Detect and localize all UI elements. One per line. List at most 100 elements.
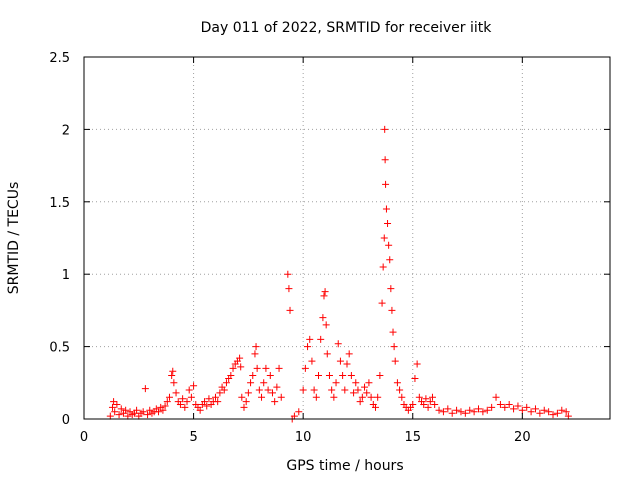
data-point	[253, 364, 261, 372]
data-point	[113, 401, 121, 409]
data-point	[439, 408, 447, 416]
data-point	[371, 403, 379, 411]
data-point	[306, 335, 314, 343]
data-point	[496, 401, 504, 409]
data-point	[179, 395, 187, 403]
data-point	[332, 379, 340, 387]
data-point	[330, 393, 338, 401]
data-point	[505, 401, 513, 409]
y-tick-label: 2.5	[49, 51, 70, 66]
data-point	[319, 314, 327, 322]
data-point	[345, 350, 353, 358]
data-point	[285, 285, 293, 293]
data-point	[424, 403, 432, 411]
data-point	[385, 241, 393, 249]
data-point	[545, 408, 553, 416]
data-point	[236, 354, 244, 362]
data-point	[562, 408, 570, 416]
data-point	[549, 411, 557, 419]
data-point	[190, 382, 198, 390]
data-point	[286, 306, 294, 314]
data-point	[255, 386, 263, 394]
data-point	[216, 389, 224, 397]
data-point	[172, 389, 180, 397]
data-point	[144, 411, 152, 419]
data-point	[238, 393, 246, 401]
grid-lines	[84, 57, 610, 419]
data-point	[222, 379, 230, 387]
data-point	[310, 386, 318, 394]
x-tick-label: 20	[514, 430, 531, 445]
data-point	[466, 406, 474, 414]
data-point	[415, 393, 423, 401]
data-point	[159, 406, 167, 414]
data-point	[325, 372, 333, 380]
y-axis-label: SRMTID / TECUs	[6, 182, 22, 295]
data-point	[273, 383, 281, 391]
data-point	[295, 408, 303, 416]
data-point	[196, 406, 204, 414]
data-point	[523, 403, 531, 411]
data-point	[304, 343, 312, 351]
data-point	[381, 125, 389, 133]
data-point	[168, 372, 176, 380]
x-tick-label: 0	[80, 430, 88, 445]
data-point	[170, 379, 178, 387]
y-tick-label: 0.5	[49, 341, 70, 356]
data-point	[339, 372, 347, 380]
data-point	[365, 379, 373, 387]
plot-frame	[83, 56, 611, 420]
data-point	[396, 386, 404, 394]
data-point	[249, 372, 257, 380]
data-point	[374, 393, 382, 401]
data-point	[277, 393, 285, 401]
data-point	[379, 263, 387, 271]
data-point	[183, 398, 191, 406]
data-point	[242, 398, 250, 406]
data-point	[122, 406, 130, 414]
data-point	[187, 393, 195, 401]
data-point	[356, 398, 364, 406]
data-point	[431, 401, 439, 409]
data-point	[382, 180, 390, 188]
data-point	[527, 408, 535, 416]
data-point	[518, 406, 526, 414]
data-point	[244, 389, 252, 397]
data-point	[251, 350, 259, 358]
data-point	[165, 393, 173, 401]
y-tick-label: 2	[62, 123, 70, 138]
data-point	[284, 270, 292, 278]
data-point	[492, 393, 500, 401]
data-point	[411, 374, 419, 382]
y-tick-label: 0	[62, 413, 70, 428]
data-point	[361, 383, 369, 391]
data-point	[531, 405, 539, 413]
data-point	[378, 299, 386, 307]
data-point	[268, 389, 276, 397]
data-point	[388, 306, 396, 314]
data-point	[117, 405, 125, 413]
data-point	[308, 357, 316, 365]
data-point	[336, 357, 344, 365]
data-point	[475, 405, 482, 413]
data-point	[185, 386, 193, 394]
data-point	[386, 256, 394, 264]
data-point	[176, 401, 184, 409]
data-point	[323, 350, 331, 358]
data-point	[350, 389, 358, 397]
data-point	[169, 367, 177, 375]
data-point	[317, 335, 325, 343]
x-axis-label: GPS time / hours	[286, 458, 403, 474]
data-point	[240, 403, 248, 411]
data-point	[227, 372, 235, 380]
data-point	[212, 393, 219, 401]
data-point	[428, 393, 436, 401]
data-point	[448, 409, 456, 417]
data-point	[275, 364, 283, 372]
y-tick-label: 1	[62, 268, 70, 283]
y-axis-ticks: 0 0.5 1 1.5 2 2.5	[49, 51, 610, 428]
data-point	[124, 412, 132, 420]
data-point	[398, 393, 406, 401]
data-point	[347, 372, 355, 380]
